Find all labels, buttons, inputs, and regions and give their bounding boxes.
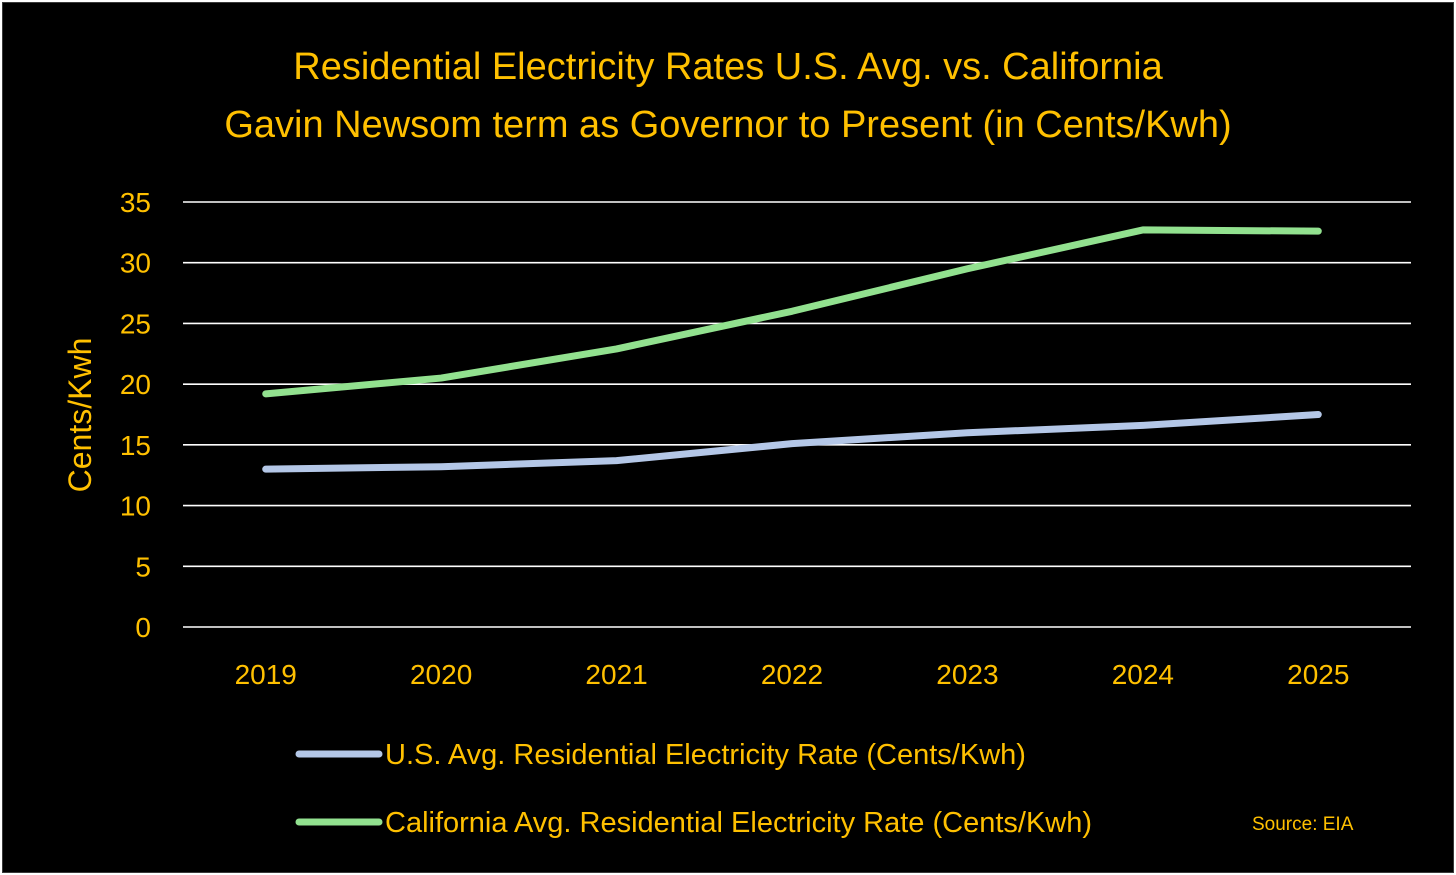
x-axis-ticks: 2019 2020 2021 2022 2023 2024 2025 [235,659,1350,690]
y-axis-label: Cents/Kwh [62,338,98,493]
chart-subtitle-line-2: Gavin Newsom term as Governor to Present… [224,104,1231,146]
chart-title-line-1: Residential Electricity Rates U.S. Avg. … [293,46,1163,88]
line-chart: Residential Electricity Rates U.S. Avg. … [62,46,1411,839]
y-tick-label: 0 [135,612,151,643]
x-tick-label: 2021 [585,659,647,690]
legend-label-california: California Avg. Residential Electricity … [385,807,1092,839]
gridlines [183,201,1411,628]
legend: U.S. Avg. Residential Electricity Rate (… [295,739,1092,839]
y-tick-label: 10 [120,491,151,522]
x-tick-label: 2024 [1112,659,1174,690]
series-line-california [262,226,1322,398]
x-tick-label: 2025 [1287,659,1349,690]
y-tick-label: 20 [120,369,151,400]
x-tick-label: 2019 [235,659,297,690]
x-tick-label: 2020 [410,659,472,690]
y-tick-label: 25 [120,308,151,339]
y-tick-label: 30 [120,248,151,279]
legend-label-us: U.S. Avg. Residential Electricity Rate (… [385,739,1026,771]
y-axis-ticks: 0 5 10 15 20 25 30 35 [120,187,151,643]
x-tick-label: 2022 [761,659,823,690]
source-note: Source: EIA [1252,814,1354,835]
y-tick-label: 5 [135,551,151,582]
y-tick-label: 35 [120,187,151,218]
series-lines [262,226,1322,473]
series-line-us [262,411,1322,473]
x-tick-label: 2023 [936,659,998,690]
y-tick-label: 15 [120,430,151,461]
